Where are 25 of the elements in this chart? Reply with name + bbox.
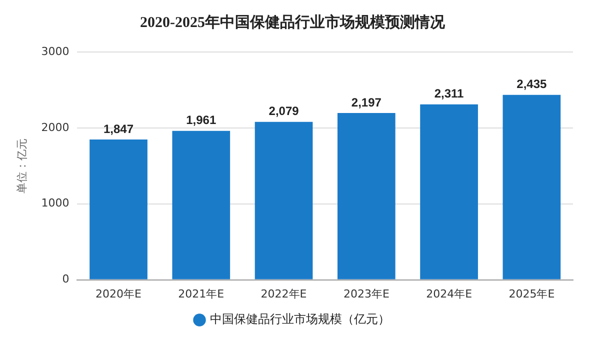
data-label: 2,435 xyxy=(516,77,548,92)
data-label: 2,079 xyxy=(268,104,300,118)
x-tick-label: 2021年E xyxy=(178,287,224,300)
x-tick-label: 2024年E xyxy=(426,287,472,300)
bar xyxy=(254,122,313,280)
x-tick-label: 2025年E xyxy=(508,287,555,300)
y-tick-label: 3000 xyxy=(41,44,70,58)
y-tick-label: 2000 xyxy=(41,120,70,134)
data-label: 2,197 xyxy=(351,95,382,110)
legend-label: 中国保健品行业市场规模（亿元） xyxy=(210,312,390,326)
y-axis-title: 单位：亿元 xyxy=(15,138,28,194)
chart-title: 2020-2025年中国保健品行业市场规模预测情况 xyxy=(140,12,446,31)
data-label: 1,847 xyxy=(103,122,134,136)
x-tick-label: 2020年E xyxy=(96,287,142,300)
data-label: 1,961 xyxy=(186,113,216,128)
bar xyxy=(420,104,478,280)
y-tick-label: 1000 xyxy=(41,196,70,210)
data-label: 2,311 xyxy=(434,86,464,101)
y-tick-label: 0 xyxy=(62,272,70,286)
x-tick-label: 2022年E xyxy=(260,287,307,300)
bar xyxy=(172,130,230,280)
x-tick-label: 2023年E xyxy=(343,287,390,300)
bar xyxy=(337,112,396,280)
bar xyxy=(502,94,561,280)
bar xyxy=(90,140,148,280)
